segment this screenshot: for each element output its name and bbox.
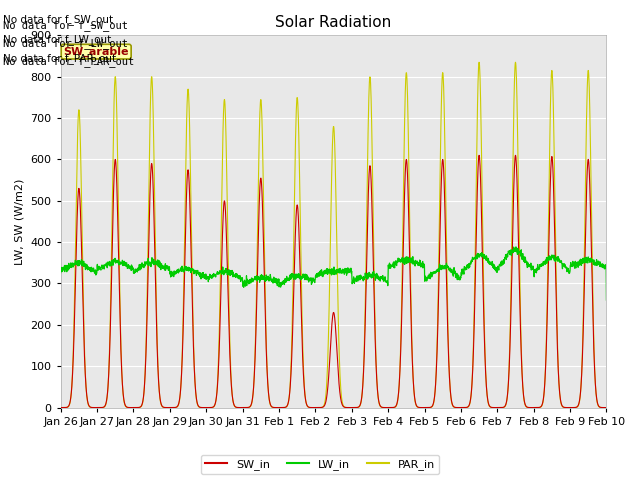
Text: No data for f_SW_out: No data for f_SW_out — [3, 20, 128, 31]
Text: No data for f_PAR_out: No data for f_PAR_out — [3, 56, 134, 67]
Legend: SW_in, LW_in, PAR_in: SW_in, LW_in, PAR_in — [200, 455, 440, 474]
Text: SW_arable: SW_arable — [63, 47, 129, 57]
Text: No data for f_SW_out: No data for f_SW_out — [3, 14, 113, 25]
Title: Solar Radiation: Solar Radiation — [275, 15, 392, 30]
Text: No data for f_PAR_out: No data for f_PAR_out — [3, 53, 116, 64]
Text: No data for f_LW_out: No data for f_LW_out — [3, 38, 128, 49]
Y-axis label: LW, SW (W/m2): LW, SW (W/m2) — [15, 178, 25, 264]
Text: No data for f_LW_out: No data for f_LW_out — [3, 34, 111, 45]
